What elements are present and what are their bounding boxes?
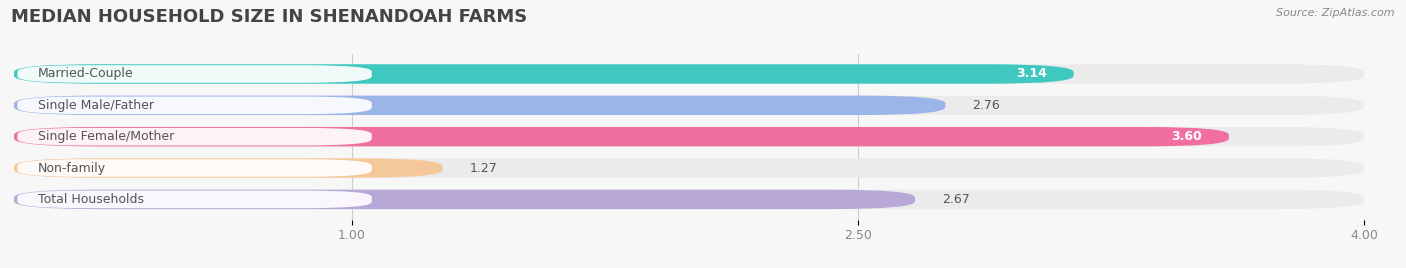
- Text: 2.76: 2.76: [973, 99, 1000, 112]
- FancyBboxPatch shape: [14, 190, 915, 209]
- Text: Married-Couple: Married-Couple: [38, 68, 134, 80]
- Text: Single Female/Mother: Single Female/Mother: [38, 130, 174, 143]
- Text: 3.60: 3.60: [1171, 130, 1202, 143]
- Text: Total Households: Total Households: [38, 193, 143, 206]
- FancyBboxPatch shape: [14, 158, 443, 178]
- FancyBboxPatch shape: [14, 96, 1364, 115]
- FancyBboxPatch shape: [17, 159, 371, 177]
- FancyBboxPatch shape: [17, 128, 371, 146]
- FancyBboxPatch shape: [14, 127, 1364, 146]
- FancyBboxPatch shape: [17, 96, 371, 114]
- Text: 3.14: 3.14: [1015, 68, 1046, 80]
- Text: Non-family: Non-family: [38, 162, 105, 174]
- FancyBboxPatch shape: [17, 191, 371, 208]
- FancyBboxPatch shape: [14, 96, 945, 115]
- Text: Source: ZipAtlas.com: Source: ZipAtlas.com: [1277, 8, 1395, 18]
- FancyBboxPatch shape: [14, 190, 1364, 209]
- FancyBboxPatch shape: [17, 65, 371, 83]
- Text: 2.67: 2.67: [942, 193, 970, 206]
- FancyBboxPatch shape: [14, 64, 1074, 84]
- FancyBboxPatch shape: [14, 127, 1229, 146]
- Text: 1.27: 1.27: [470, 162, 498, 174]
- Text: MEDIAN HOUSEHOLD SIZE IN SHENANDOAH FARMS: MEDIAN HOUSEHOLD SIZE IN SHENANDOAH FARM…: [11, 8, 527, 26]
- FancyBboxPatch shape: [14, 158, 1364, 178]
- Text: Single Male/Father: Single Male/Father: [38, 99, 153, 112]
- FancyBboxPatch shape: [14, 64, 1364, 84]
